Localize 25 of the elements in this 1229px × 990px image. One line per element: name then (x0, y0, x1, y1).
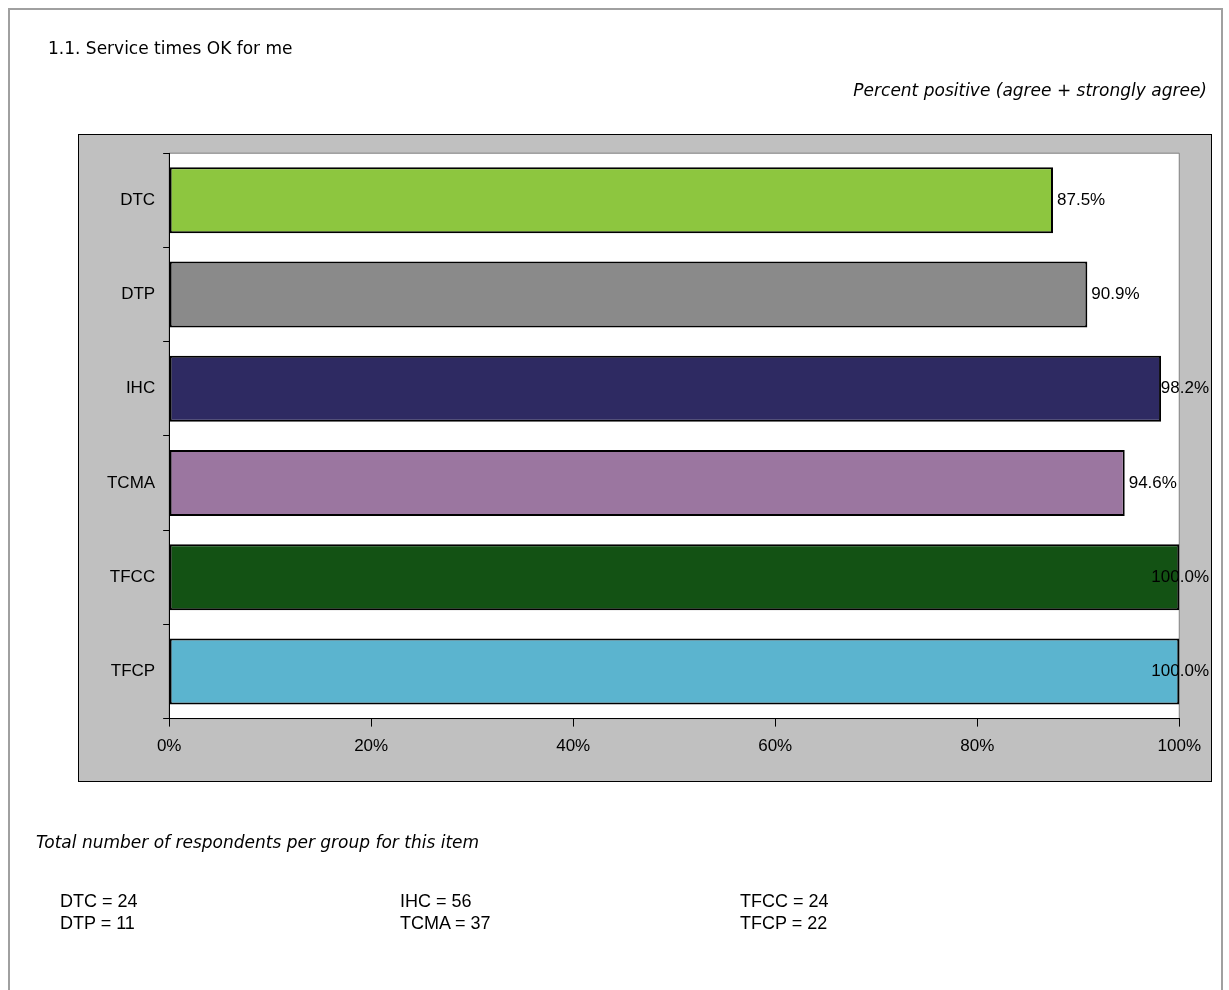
y-tick-label: TFCP (110, 661, 156, 681)
text: TCMA = 37 (400, 912, 492, 934)
text: TFCP = 22 (740, 912, 829, 934)
text: Total number of respondents per group for this item (36, 832, 480, 852)
chart-title: 1.1. Service times OK for me (48, 38, 293, 58)
text: DTP = 11 (60, 912, 136, 934)
x-tick-label: 20% (354, 736, 389, 756)
x-tick-label: 60% (758, 736, 793, 756)
text: DTC = 24 (60, 890, 139, 912)
text: IHC = 56 (400, 890, 473, 912)
data-label: 94.6% (1128, 472, 1177, 492)
y-tick-label: TFCC (109, 566, 156, 586)
y-tick-label: IHC (125, 378, 156, 398)
chart-subtitle: Percent positive (agree + strongly agree) (853, 80, 1207, 100)
x-tick-label: 80% (960, 736, 995, 756)
data-label: 98.2% (1160, 378, 1209, 398)
x-tick-label: 0% (156, 736, 182, 756)
data-label: 90.9% (1091, 284, 1140, 304)
x-tick-label: 100% (1157, 736, 1201, 756)
y-tick-label: DTP (121, 284, 156, 304)
y-tick-label: TCMA (106, 472, 156, 492)
x-tick-label: 40% (556, 736, 591, 756)
data-label: 87.5% (1057, 190, 1106, 209)
y-tick-label: DTC (120, 190, 156, 209)
text: TFCC = 24 (740, 890, 830, 912)
